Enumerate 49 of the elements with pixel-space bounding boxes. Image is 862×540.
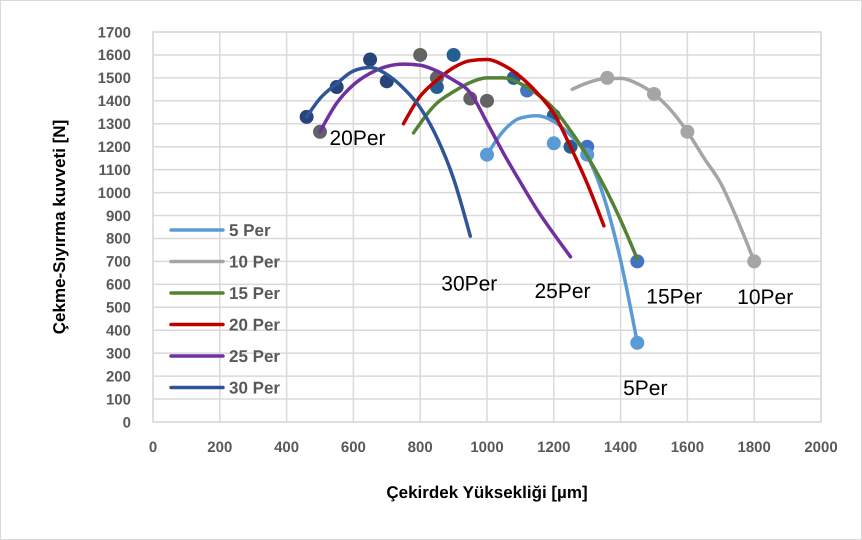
y-tick-label: 1100 bbox=[98, 162, 131, 179]
x-tick-label: 400 bbox=[274, 439, 300, 456]
y-tick-label: 200 bbox=[106, 368, 131, 386]
y-tick-label: 1700 bbox=[98, 24, 131, 42]
y-tick-label: 900 bbox=[106, 208, 131, 225]
y-tick-label: 1400 bbox=[98, 93, 131, 110]
legend-label: 10 Per bbox=[229, 252, 280, 272]
x-tick-label: 2000 bbox=[804, 439, 838, 456]
annotation: 15Per bbox=[646, 285, 702, 308]
x-tick-label: 1400 bbox=[604, 439, 638, 456]
x-tick-label: 800 bbox=[408, 439, 433, 456]
x-tick-label: 1200 bbox=[537, 439, 570, 456]
y-tick-label: 0 bbox=[122, 414, 131, 432]
annotation: 25Per bbox=[534, 280, 591, 304]
x-tick-label: 1600 bbox=[670, 439, 704, 456]
point bbox=[546, 136, 561, 150]
annotation: 30Per bbox=[441, 272, 498, 296]
y-tick-label: 600 bbox=[106, 276, 131, 294]
annotation: 5Per bbox=[623, 377, 668, 400]
x-tick-label: 200 bbox=[207, 439, 232, 456]
y-tick-label: 800 bbox=[106, 230, 131, 248]
y-tick-label: 700 bbox=[106, 254, 131, 271]
y-tick-label: 400 bbox=[106, 322, 131, 340]
point bbox=[480, 94, 494, 108]
y-tick-label: 100 bbox=[106, 391, 131, 408]
x-tick-label: 1800 bbox=[738, 439, 771, 456]
annotation: 10Per bbox=[737, 286, 794, 309]
y-tick-label: 1600 bbox=[98, 47, 131, 64]
y-tick-label: 1000 bbox=[98, 184, 131, 202]
legend-label: 5 Per bbox=[229, 220, 271, 240]
x-axis-title: Çekirdek Yüksekliği [µm] bbox=[386, 483, 588, 502]
legend-label: 20 Per bbox=[229, 315, 280, 334]
legend-label: 15 Per bbox=[229, 284, 280, 303]
y-tick-label: 1500 bbox=[98, 70, 131, 88]
y-tick-label: 1200 bbox=[98, 138, 131, 156]
point bbox=[363, 52, 378, 67]
y-tick-label: 500 bbox=[106, 300, 131, 317]
x-tick-label: 0 bbox=[148, 439, 158, 456]
y-tick-label: 300 bbox=[106, 345, 131, 362]
line-series bbox=[402, 58, 606, 228]
legend-label: 25 Per bbox=[229, 346, 280, 366]
point bbox=[413, 48, 428, 62]
annotation: 20Per bbox=[329, 127, 386, 150]
point bbox=[446, 48, 461, 62]
y-tick-label: 1300 bbox=[98, 116, 131, 134]
x-tick-label: 600 bbox=[340, 439, 366, 456]
legend-label: 30 Per bbox=[229, 378, 280, 398]
x-tick-label: 1000 bbox=[470, 439, 504, 456]
y-axis-title: Çekme-Sıyırma kuvveti [N] bbox=[50, 120, 69, 334]
